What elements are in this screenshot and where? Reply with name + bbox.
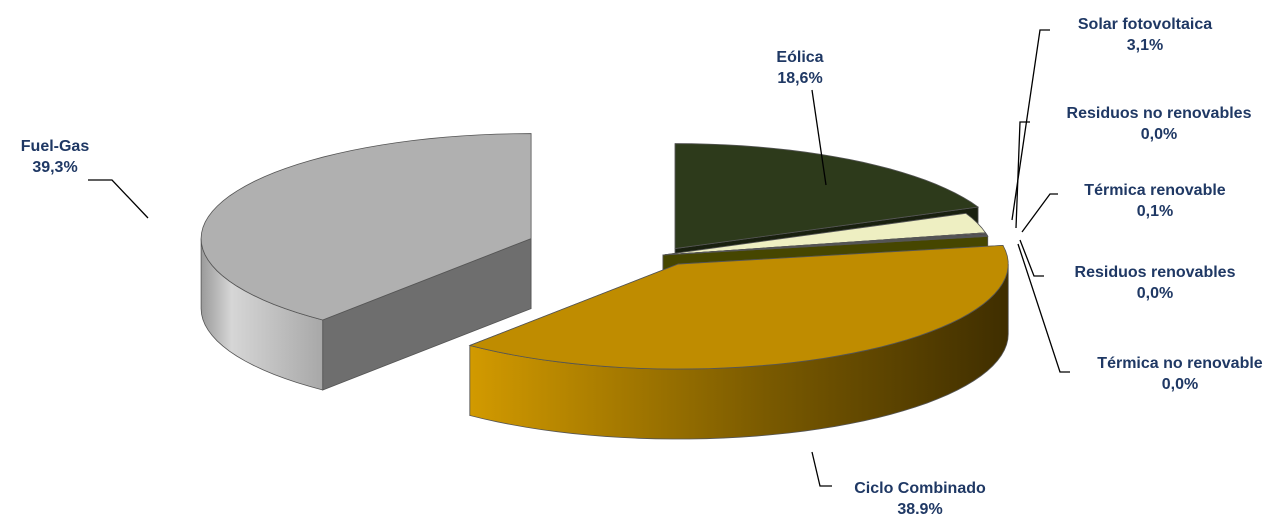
- leader-residuos-no-renovables: [1015, 121, 1030, 229]
- slice-label-name: Residuos renovables: [1074, 264, 1236, 281]
- slice-label-value: 38.9%: [897, 501, 943, 518]
- slice-top-face: [662, 235, 989, 256]
- pie-slices: [200, 133, 1009, 440]
- slice-ciclo-combinado: [468, 244, 1009, 440]
- slice-top-face: [200, 133, 532, 321]
- slice-fuel-gas: [200, 133, 532, 391]
- slice-label-name: Térmica no renovable: [1097, 355, 1263, 372]
- slice-label-solar-fotovoltaica: Solar fotovoltaica 3,1%: [1045, 14, 1245, 56]
- slice-label-ciclo-combinado: Ciclo Combinado 38.9%: [820, 478, 1020, 520]
- leader-solar-fotovoltaica: [1011, 29, 1050, 221]
- slice-label-name: Solar fotovoltaica: [1077, 16, 1213, 33]
- slice-label-value: 0,0%: [1140, 126, 1178, 143]
- slice-label-termica-renovable: Térmica renovable 0,1%: [1055, 180, 1255, 222]
- leader-termica-renovable: [1021, 193, 1058, 233]
- slice-label-residuos-no-renovables: Residuos no renovables 0,0%: [1036, 103, 1282, 145]
- slice-label-name: Eólica: [776, 49, 824, 66]
- slice-label-eolica: Eólica 18,6%: [745, 47, 855, 89]
- slice-label-termica-no-renovable: Térmica no renovable 0,0%: [1074, 353, 1286, 395]
- leader-termica-no-renovable: [1017, 243, 1070, 373]
- slice-label-residuos-renovables: Residuos renovables 0,0%: [1040, 262, 1270, 304]
- slice-top-face: [674, 143, 980, 250]
- slice-top-face: [468, 244, 1009, 370]
- slice-label-value: 0,0%: [1161, 376, 1199, 393]
- slice-label-value: 0,0%: [1136, 285, 1174, 302]
- leader-residuos-renovables: [1019, 239, 1044, 277]
- slice-label-value: 18,6%: [777, 70, 823, 87]
- slice-label-name: Ciclo Combinado: [854, 480, 986, 497]
- slice-label-value: 0,1%: [1136, 203, 1174, 220]
- slice-label-name: Residuos no renovables: [1066, 105, 1252, 122]
- leader-fuel-gas: [88, 179, 149, 219]
- leader-ciclo-combinado: [811, 451, 832, 487]
- slice-label-name: Fuel-Gas: [20, 138, 90, 155]
- slice-label-value: 39,3%: [32, 159, 78, 176]
- slice-label-value: 3,1%: [1126, 37, 1164, 54]
- leader-lines: [88, 29, 1070, 487]
- slice-label-name: Térmica renovable: [1084, 182, 1226, 199]
- slice-label-fuel-gas: Fuel-Gas 39,3%: [0, 136, 110, 178]
- leader-eolica: [811, 89, 827, 186]
